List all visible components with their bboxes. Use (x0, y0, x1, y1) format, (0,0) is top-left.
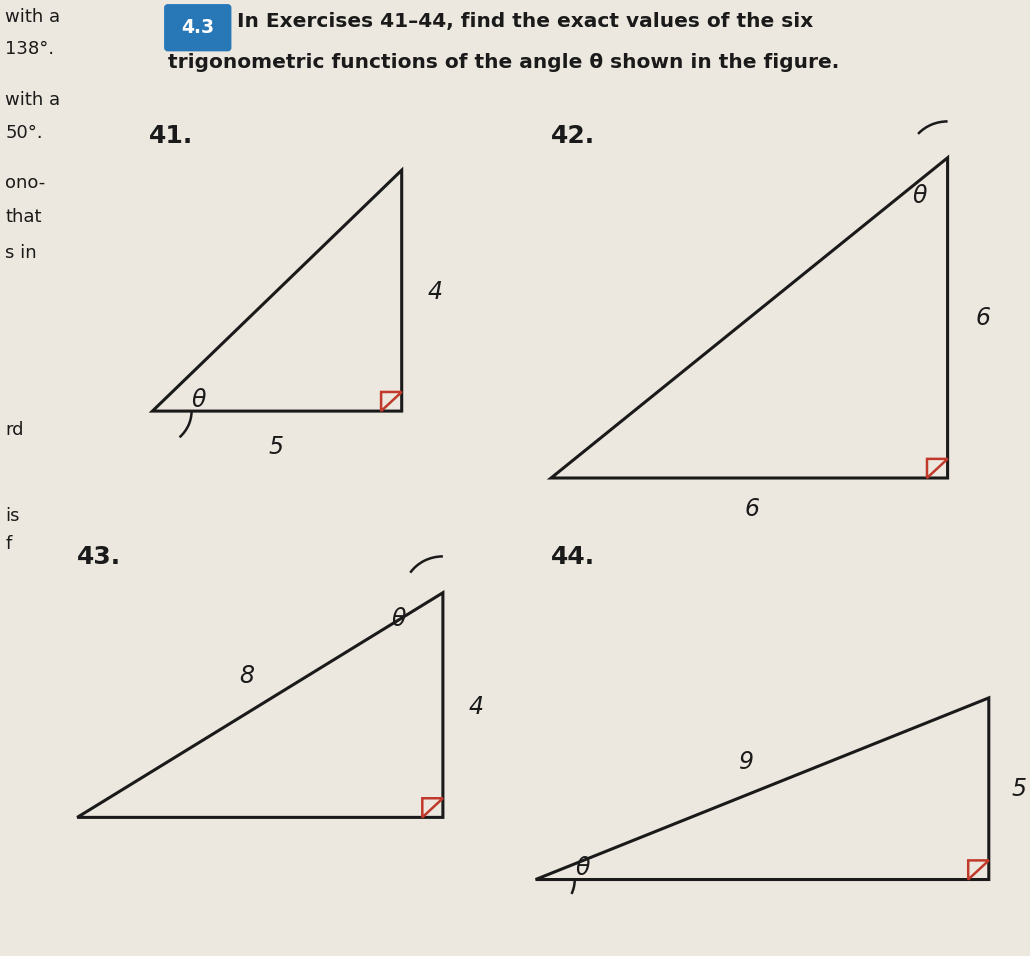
Text: $\theta$: $\theta$ (575, 856, 591, 880)
Text: ono-: ono- (5, 174, 45, 192)
Text: with a: with a (5, 91, 61, 109)
Text: rd: rd (5, 421, 24, 439)
Text: 4: 4 (427, 279, 443, 304)
Text: 43.: 43. (77, 545, 122, 569)
Text: 6: 6 (745, 497, 759, 521)
Text: 4: 4 (469, 695, 484, 720)
Text: 5: 5 (1011, 776, 1027, 801)
Text: 6: 6 (975, 306, 991, 331)
Text: 9: 9 (740, 750, 754, 774)
Text: with a: with a (5, 8, 61, 26)
Text: 41.: 41. (149, 124, 194, 148)
Text: s in: s in (5, 244, 37, 262)
Text: In Exercises 41–44, find the exact values of the six: In Exercises 41–44, find the exact value… (237, 12, 813, 32)
Text: $\theta$: $\theta$ (191, 387, 207, 412)
Text: 4.3: 4.3 (181, 18, 214, 37)
Text: 138°.: 138°. (5, 40, 55, 58)
Text: $\theta$: $\theta$ (912, 184, 928, 207)
Text: that: that (5, 208, 41, 227)
Text: is: is (5, 507, 20, 525)
Text: trigonometric functions of the angle θ shown in the figure.: trigonometric functions of the angle θ s… (168, 53, 839, 72)
FancyBboxPatch shape (165, 5, 231, 51)
Text: 42.: 42. (551, 124, 595, 148)
Text: $\theta$: $\theta$ (390, 607, 407, 631)
Text: 44.: 44. (551, 545, 595, 569)
Text: 8: 8 (240, 664, 254, 688)
Text: 5: 5 (269, 435, 283, 459)
Text: f: f (5, 535, 11, 554)
Text: 50°.: 50°. (5, 124, 43, 142)
